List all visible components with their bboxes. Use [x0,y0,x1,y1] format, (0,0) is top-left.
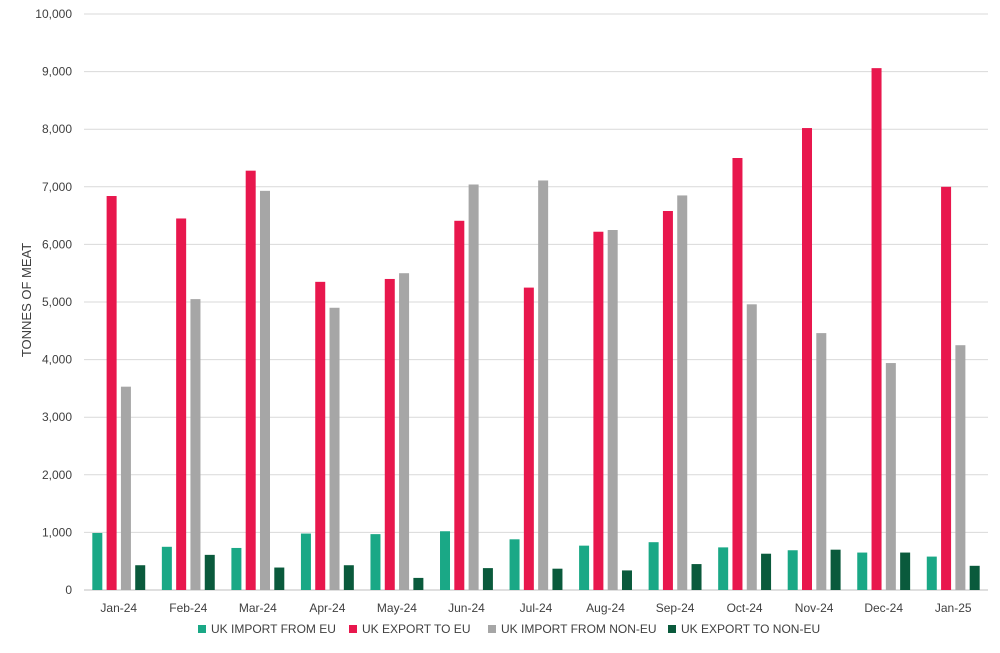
bar-uk-import-from-non-eu-jun-24 [468,184,479,590]
bar-uk-import-from-eu-jan-24 [92,532,103,590]
bar-uk-import-from-non-eu-may-24 [399,273,410,590]
gridlines [84,13,988,591]
bar-uk-export-to-eu-jan-25 [941,186,952,591]
bar-uk-import-from-non-eu-dec-24 [885,363,896,590]
x-tick-label: Nov-24 [795,601,834,615]
bar-uk-import-from-eu-oct-24 [718,547,729,590]
y-tick-label: 2,000 [42,468,72,482]
bar-uk-export-to-non-eu-may-24 [413,577,424,590]
bar-uk-export-to-non-eu-apr-24 [343,565,354,590]
bar-uk-import-from-eu-may-24 [370,534,381,590]
bar-uk-import-from-non-eu-apr-24 [329,307,340,590]
x-tick-label: Dec-24 [864,601,903,615]
bar-uk-import-from-non-eu-aug-24 [607,230,618,590]
bar-uk-import-from-eu-jul-24 [509,539,520,590]
x-tick-label: Jan-25 [935,601,972,615]
bar-uk-export-to-eu-aug-24 [593,231,604,590]
bar-uk-import-from-eu-dec-24 [857,552,868,590]
bar-uk-export-to-non-eu-jan-25 [969,565,980,590]
bar-uk-import-from-eu-jun-24 [440,531,451,590]
bar-uk-import-from-non-eu-sep-24 [677,195,688,590]
bar-uk-export-to-non-eu-dec-24 [900,552,911,590]
bar-uk-import-from-eu-feb-24 [161,546,172,590]
y-axis-title: TONNES OF MEAT [19,243,34,357]
bar-uk-export-to-eu-may-24 [384,278,395,590]
bar-uk-import-from-eu-nov-24 [787,550,798,590]
legend-swatch [488,625,496,633]
y-tick-label: 4,000 [42,353,72,367]
x-axis-ticks: Jan-24 Feb-24 Mar-24 Apr-24 May-24 Jun-24 Jul-… [100,601,971,615]
bar-uk-import-from-eu-mar-24 [231,547,242,590]
bar-uk-export-to-eu-nov-24 [802,128,813,590]
bar-uk-export-to-non-eu-oct-24 [761,553,772,590]
y-tick-label: 9,000 [42,65,72,79]
x-tick-label: Jun-24 [448,601,485,615]
bar-uk-export-to-eu-jul-24 [523,287,534,590]
legend-label: UK EXPORT TO NON-EU [681,622,820,636]
x-tick-label: May-24 [377,601,417,615]
bar-uk-export-to-non-eu-feb-24 [204,554,215,590]
bar-uk-import-from-non-eu-jul-24 [538,180,549,591]
bar-uk-export-to-non-eu-aug-24 [621,570,632,590]
x-tick-label: Jan-24 [100,601,137,615]
bar-uk-export-to-eu-jun-24 [454,220,465,590]
legend-label: UK IMPORT FROM EU [211,622,336,636]
x-tick-label: Jul-24 [520,601,553,615]
y-tick-label: 5,000 [42,295,72,309]
y-tick-label: 0 [65,583,72,597]
bar-uk-export-to-non-eu-sep-24 [691,564,702,590]
legend-swatch [349,625,357,633]
y-axis-ticks: 0 1,000 2,000 3,000 4,000 5,000 6,000 7,000 8,00… [35,7,72,597]
legend-swatch [668,625,676,633]
bar-uk-import-from-eu-sep-24 [648,542,659,590]
x-tick-label: Feb-24 [169,601,207,615]
y-tick-label: 7,000 [42,180,72,194]
bar-uk-import-from-eu-aug-24 [579,545,590,590]
y-tick-label: 8,000 [42,122,72,136]
bar-uk-export-to-non-eu-nov-24 [830,549,841,590]
bar-uk-export-to-non-eu-jul-24 [552,568,563,590]
legend: UK IMPORT FROM EU UK EXPORT TO EU UK IMPOR… [198,622,820,636]
x-tick-label: Apr-24 [309,601,345,615]
bar-uk-import-from-non-eu-jan-24 [120,386,131,590]
bar-uk-import-from-non-eu-nov-24 [816,333,827,590]
bar-uk-export-to-eu-jan-24 [106,196,117,591]
y-tick-label: 1,000 [42,525,72,539]
y-tick-label: 6,000 [42,237,72,251]
bar-uk-import-from-non-eu-feb-24 [190,299,201,590]
x-tick-label: Oct-24 [727,601,763,615]
legend-label: UK EXPORT TO EU [362,622,470,636]
bar-uk-export-to-non-eu-jun-24 [482,568,493,590]
x-tick-label: Mar-24 [239,601,277,615]
legend-swatch [198,625,206,633]
bar-uk-import-from-non-eu-mar-24 [259,190,270,590]
x-tick-label: Aug-24 [586,601,625,615]
bar-uk-import-from-eu-jan-25 [926,556,937,590]
bar-uk-export-to-eu-dec-24 [871,68,882,591]
y-tick-label: 3,000 [42,410,72,424]
bar-uk-export-to-non-eu-jan-24 [135,565,146,590]
bar-uk-export-to-eu-sep-24 [662,210,673,590]
bar-uk-export-to-eu-feb-24 [176,218,187,591]
legend-label: UK IMPORT FROM NON-EU [501,622,657,636]
bar-uk-export-to-non-eu-mar-24 [274,567,285,590]
bar-uk-import-from-non-eu-jan-25 [955,345,966,590]
bar-uk-import-from-eu-apr-24 [300,533,311,590]
bar-uk-export-to-eu-apr-24 [315,281,326,590]
bar-uk-export-to-eu-mar-24 [245,170,256,590]
bar-uk-export-to-eu-oct-24 [732,158,743,590]
y-tick-label: 10,000 [35,7,72,21]
bars [92,68,980,591]
bar-uk-import-from-non-eu-oct-24 [746,304,757,590]
x-tick-label: Sep-24 [656,601,695,615]
